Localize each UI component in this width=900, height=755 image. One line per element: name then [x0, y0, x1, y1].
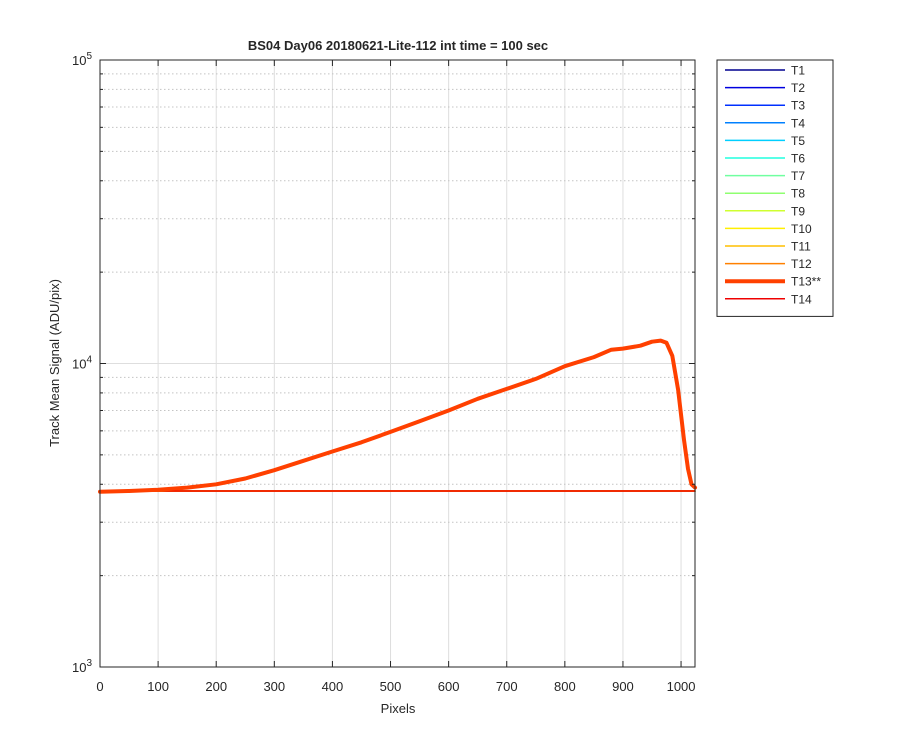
legend-item: T8	[725, 187, 805, 201]
legend-label: T8	[791, 187, 805, 201]
legend-label: T3	[791, 99, 805, 113]
x-tick-label: 800	[554, 679, 576, 694]
x-tick-label: 900	[612, 679, 634, 694]
legend-item: T4	[725, 116, 805, 130]
x-tick-label: 100	[147, 679, 169, 694]
legend-label: T7	[791, 169, 805, 183]
chart-title: BS04 Day06 20180621-Lite-112 int time = …	[248, 38, 548, 53]
legend-label: T6	[791, 152, 805, 166]
legend-item: T12	[725, 257, 812, 271]
legend-label: T4	[791, 116, 805, 130]
legend-label: T5	[791, 134, 805, 148]
x-tick-label: 300	[263, 679, 285, 694]
legend-label: T11	[791, 240, 811, 254]
series-lines	[98, 338, 697, 494]
legend-item: T9	[725, 204, 805, 218]
grid-lines	[100, 60, 695, 667]
x-tick-label: 1000	[667, 679, 696, 694]
legend-label: T1	[791, 64, 805, 78]
x-tick-label: 600	[438, 679, 460, 694]
y-axis-label: Track Mean Signal (ADU/pix)	[47, 279, 62, 447]
x-tick-label: 700	[496, 679, 518, 694]
legend-label: T12	[791, 257, 812, 271]
legend: T1 T2 T3 T4 T5 T6 T7 T8 T9 T10 T11 T12 T13** T14	[716, 59, 834, 317]
legend-label: T2	[791, 81, 805, 95]
legend-box	[716, 59, 834, 317]
legend-label: T14	[791, 292, 812, 306]
y-tick-label: 103	[72, 658, 92, 675]
x-tick-label: 0	[96, 679, 103, 694]
x-tick-label: 200	[205, 679, 227, 694]
legend-item: T6	[725, 152, 805, 166]
legend-item: T11	[725, 240, 811, 254]
x-tick-label: 400	[322, 679, 344, 694]
legend-item: T13**	[725, 275, 821, 289]
legend-item: T5	[725, 134, 805, 148]
y-tick-label: 104	[72, 355, 92, 372]
legend-item: T1	[725, 64, 805, 78]
y-tick-label: 105	[72, 51, 92, 68]
legend-item: T7	[725, 169, 805, 183]
legend-label: T13**	[791, 275, 821, 289]
x-axis-label: Pixels	[381, 701, 416, 716]
legend-item: T14	[725, 292, 812, 306]
series-line-t13	[98, 338, 697, 494]
legend-label: T9	[791, 204, 805, 218]
legend-item: T2	[725, 81, 805, 95]
x-tick-label: 500	[380, 679, 402, 694]
legend-label: T10	[791, 222, 812, 236]
legend-item: T10	[725, 222, 812, 236]
axis-ticks: 0 100 200 300 400 500 600 700 800 900 1000 103 104 10…	[72, 51, 696, 694]
legend-item: T3	[725, 99, 805, 113]
